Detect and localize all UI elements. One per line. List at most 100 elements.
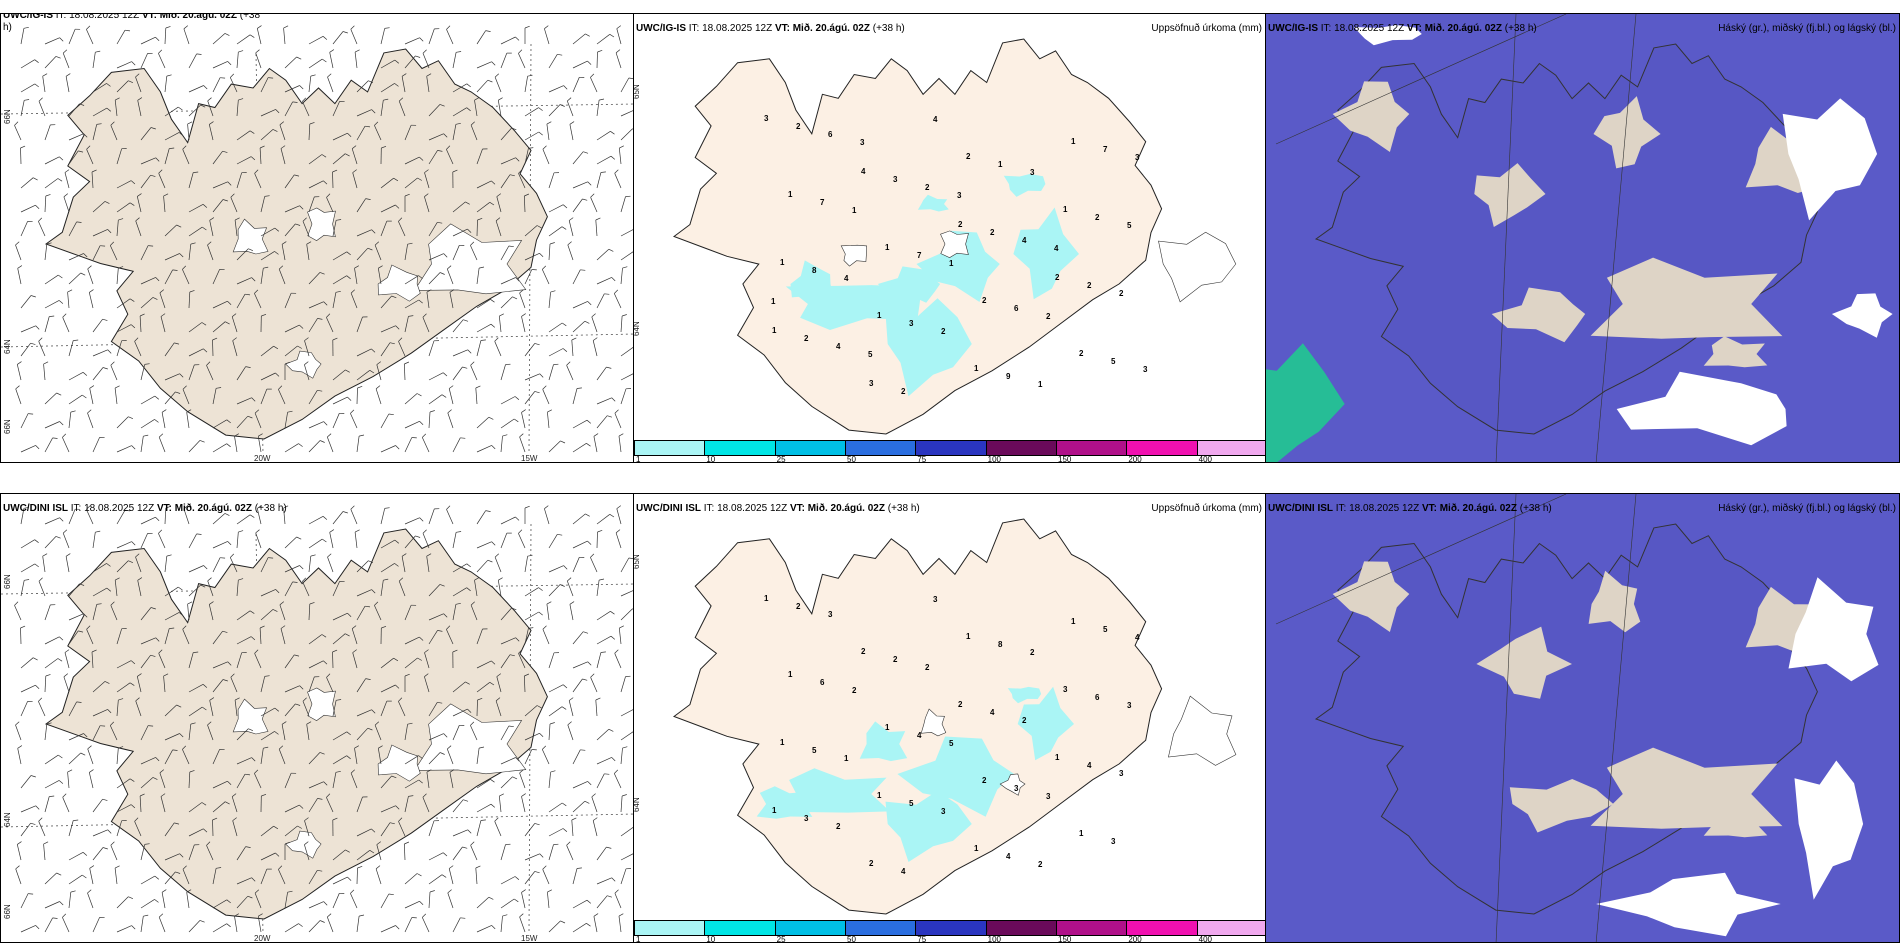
wind-barb-flag [238,98,244,101]
wind-barb [548,565,564,573]
wind-barb [164,871,176,885]
precip-value: 2 [1095,213,1100,222]
wind-barb [548,584,561,597]
wind-barb [44,517,60,525]
precip-value: 1 [1063,205,1068,214]
wind-barb-flag [424,169,429,173]
lon-label: 15W [521,454,538,463]
wind-barb [140,419,155,429]
wind-barb [596,728,610,741]
wind-barb-flag [599,578,605,581]
precip-value: 1 [966,632,971,641]
cloud-free-sea [1782,98,1878,221]
wind-barb-flag [443,133,448,138]
wind-barb-flag [524,25,530,29]
colorbar-tick: 1 [636,455,641,463]
wind-barb [182,869,190,885]
wind-barb [158,53,166,69]
wind-barb [260,251,275,261]
wind-barb-flag [515,157,520,162]
wind-barb-flag [58,754,63,759]
wind-barb-flag [89,385,95,389]
wind-barb [236,415,249,429]
wind-barb-flag [488,896,494,900]
wind-barb-flag [460,437,466,439]
wind-barb-flag [419,517,424,522]
wind-barb-flag [15,721,20,726]
wind-barb-flag [62,913,67,918]
wind-barb [572,678,583,693]
wind-barb [229,77,238,93]
wind-barb [613,293,622,309]
wind-barb-flag [470,121,475,126]
wind-barb [92,798,103,813]
wind-barb-flag [135,553,140,558]
wind-barb [161,892,166,909]
wind-barb [615,52,622,69]
wind-barb-flag [178,132,184,136]
wind-barb [356,198,366,213]
wind-barb-flag [30,822,36,825]
wind-barb [236,728,249,741]
cloud-free-sea [1354,25,1422,46]
wind-barb-flag [238,578,244,581]
wind-barb-flag [172,749,178,751]
lat-label: 65N [633,554,641,569]
precip-area [777,768,890,813]
wind-barb-flag [515,516,520,521]
wind-barb [64,652,70,669]
wind-barb-flag [292,581,298,583]
wind-barb [140,844,146,861]
wind-barb [236,172,243,189]
wind-barb [116,560,129,573]
wind-barb [209,220,214,237]
colorbar-swatch [985,440,1057,456]
wind-barb-flag [398,697,403,702]
wind-barb [572,800,586,813]
wind-barb [404,244,408,261]
wind-barb-flag [207,721,212,726]
wind-barb-flag [336,219,342,221]
wind-barb [229,557,238,573]
wind-barb [308,196,315,213]
precip-value: 3 [957,191,962,200]
wind-barb-flag [249,514,255,518]
wind-barb [116,180,132,189]
wind-barb [308,58,323,69]
wind-barb-flag [163,673,169,677]
wind-barb-flag [203,85,208,90]
wind-barb [428,702,438,717]
wind-barb [260,868,268,885]
wind-barb [356,727,369,741]
wind-barb [140,395,156,405]
wind-barb [500,436,503,453]
wind-barb [163,676,166,693]
wind-barb [182,749,190,765]
wind-barb [164,628,170,645]
wind-barb [446,149,454,165]
wind-barb [447,892,454,909]
wind-barb [476,299,491,309]
wind-barb [140,899,155,909]
iceland-land [672,38,1163,435]
wind-barb-flag [124,29,131,32]
wind-barb-flag [562,828,568,832]
wind-barb [380,775,392,789]
wind-barb [20,627,22,645]
wind-barb-flag [470,721,475,726]
wind-barb-flag [442,372,448,377]
wind-barb-flag [514,876,520,880]
wind-barb [452,124,457,141]
wind-barb [620,128,633,141]
wind-barb [182,629,190,645]
wind-barb [306,724,310,741]
wind-barb-flag [357,385,363,389]
wind-barb-flag [124,509,131,512]
wind-barb [332,220,337,237]
wind-barb-flag [614,889,619,894]
precip-value: 3 [941,807,946,816]
wind-barb-flag [128,416,134,420]
wind-barb [140,277,156,285]
wind-barb-flag [332,337,338,341]
wind-barb-flag [498,577,503,581]
